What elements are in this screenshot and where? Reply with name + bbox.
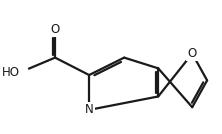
- Text: N: N: [85, 103, 93, 116]
- Text: O: O: [188, 47, 197, 60]
- Text: HO: HO: [2, 66, 20, 79]
- Text: O: O: [50, 23, 60, 36]
